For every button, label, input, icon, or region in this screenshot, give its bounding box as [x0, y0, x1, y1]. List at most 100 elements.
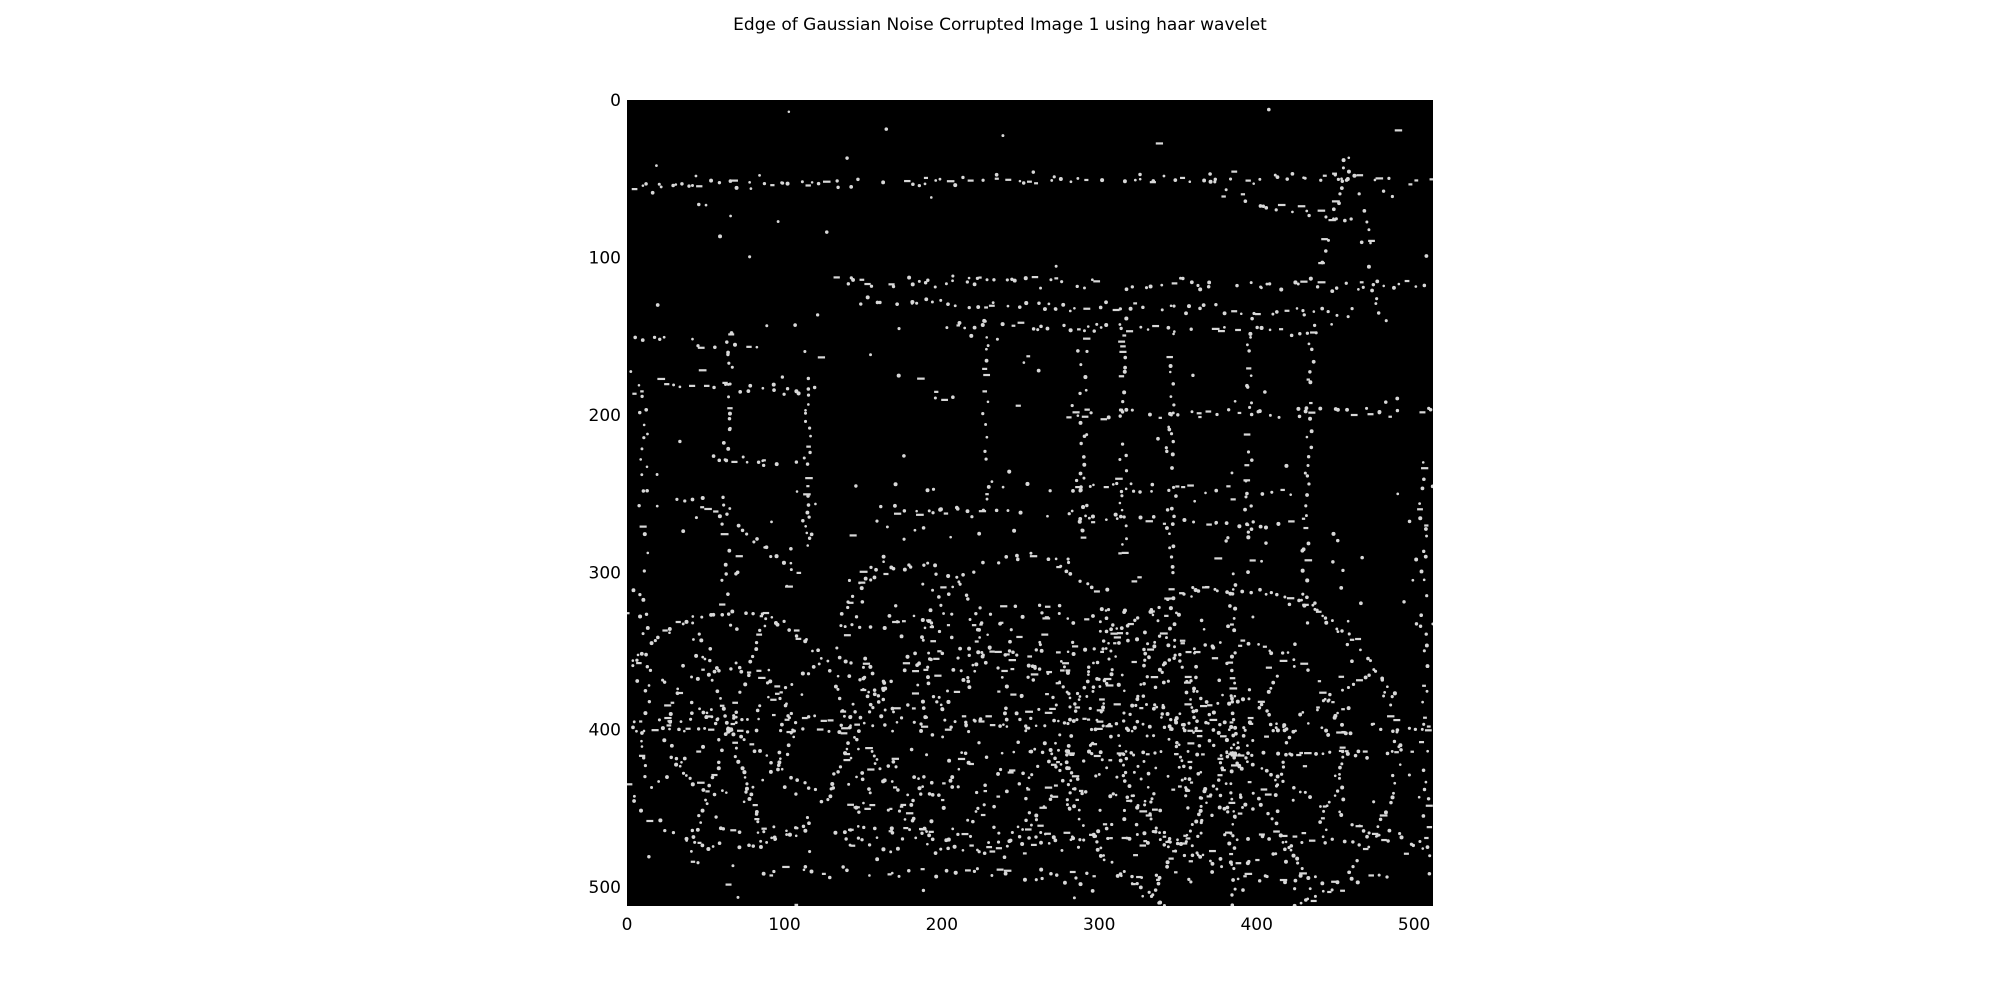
edge-pixel [1283, 859, 1288, 864]
edge-pixel [1194, 675, 1198, 680]
edge-pixel [908, 828, 912, 832]
edge-pixel [1341, 749, 1345, 754]
edge-pixel [1265, 709, 1269, 713]
edge-pixel [1162, 661, 1167, 666]
edge-pixel [1063, 665, 1066, 669]
edge-pixel [1338, 192, 1342, 196]
edge-pixel [973, 669, 977, 673]
edge-pixel [1041, 633, 1049, 636]
edge-pixel [1232, 755, 1236, 760]
edge-pixel [1081, 505, 1086, 510]
edge-pixel [889, 850, 893, 854]
edge-pixel [845, 156, 849, 160]
edge-pixel [1335, 407, 1340, 412]
edge-pixel [1283, 847, 1287, 852]
edge-pixel [1162, 904, 1166, 906]
edge-pixel [1230, 700, 1235, 704]
edge-pixel [1068, 571, 1073, 576]
edge-pixel [1141, 694, 1146, 698]
edge-pixel [1153, 640, 1157, 644]
edge-pixel [1190, 595, 1193, 598]
edge-pixel [640, 731, 644, 735]
edge-pixel [926, 278, 930, 282]
edge-pixel [843, 625, 847, 629]
edge-pixel [912, 614, 916, 618]
edge-pixel [849, 756, 853, 760]
edge-pixel [1113, 642, 1117, 645]
edge-pixel [1311, 359, 1316, 364]
edge-pixel [734, 721, 738, 725]
edge-pixel [733, 755, 737, 759]
edge-pixel [1241, 806, 1244, 809]
edge-pixel [827, 669, 832, 673]
edge-pixel [925, 753, 929, 757]
edge-pixel [1093, 754, 1101, 758]
edge-pixel [717, 514, 722, 519]
edge-pixel [688, 776, 692, 780]
edge-pixel [1386, 685, 1389, 689]
edge-pixel [1053, 756, 1057, 761]
edge-pixel [1296, 753, 1302, 757]
edge-pixel [967, 179, 974, 182]
edge-pixel [1387, 828, 1392, 833]
edge-pixel [1333, 794, 1337, 797]
edge-pixel [1269, 651, 1274, 656]
edge-pixel [704, 798, 707, 802]
edge-pixel [1078, 391, 1082, 396]
edge-pixel [1249, 336, 1252, 339]
edge-pixel [1299, 751, 1303, 755]
edge-pixel [1068, 705, 1072, 709]
edge-pixel [979, 621, 984, 625]
edge-pixel [717, 760, 721, 765]
edge-pixel [734, 715, 738, 719]
edge-pixel [1119, 326, 1123, 331]
edge-pixel [1271, 852, 1276, 856]
edge-pixel [938, 507, 943, 512]
edge-pixel [1193, 499, 1197, 503]
edge-pixel [817, 662, 821, 666]
edge-pixel [1095, 660, 1100, 665]
edge-pixel [1383, 810, 1388, 815]
edge-pixel [978, 606, 982, 610]
edge-pixel [890, 706, 895, 711]
edge-pixel [1180, 176, 1186, 180]
edge-pixel [1284, 840, 1288, 844]
edge-pixel [1037, 603, 1042, 607]
edge-pixel [1249, 504, 1253, 508]
edge-pixel [724, 572, 728, 576]
edge-pixel [1082, 329, 1086, 333]
edge-pixel [961, 848, 965, 852]
edge-pixel [1326, 309, 1330, 314]
edge-pixel [1102, 823, 1108, 826]
edge-pixel [983, 373, 991, 377]
edge-pixel [1268, 328, 1272, 332]
edge-pixel [664, 704, 672, 707]
edge-pixel [721, 706, 726, 711]
edge-pixel [780, 767, 784, 771]
edge-pixel [1085, 349, 1089, 353]
edge-pixel [714, 666, 719, 670]
edge-pixel [875, 836, 879, 839]
edge-pixel [915, 509, 918, 513]
edge-pixel [756, 831, 760, 834]
edge-pixel [1145, 753, 1150, 756]
edge-pixel [919, 729, 924, 733]
edge-pixel [1153, 685, 1158, 690]
edge-pixel [1109, 672, 1114, 677]
edge-pixel [683, 729, 686, 733]
edge-pixel [1153, 888, 1158, 892]
edge-pixel [1067, 692, 1071, 696]
edge-pixel [1173, 653, 1177, 657]
edge-pixel [1236, 741, 1240, 745]
edge-pixel [1249, 590, 1253, 595]
edge-pixel [904, 179, 911, 183]
edge-pixel [919, 827, 923, 831]
edge-pixel [984, 422, 988, 426]
edge-pixel [696, 727, 701, 731]
edge-pixel [655, 473, 659, 476]
edge-pixel [906, 793, 910, 797]
edge-pixel [1264, 735, 1269, 738]
edge-pixel [745, 460, 749, 464]
edge-pixel [1071, 775, 1080, 778]
edge-pixel [858, 715, 863, 720]
